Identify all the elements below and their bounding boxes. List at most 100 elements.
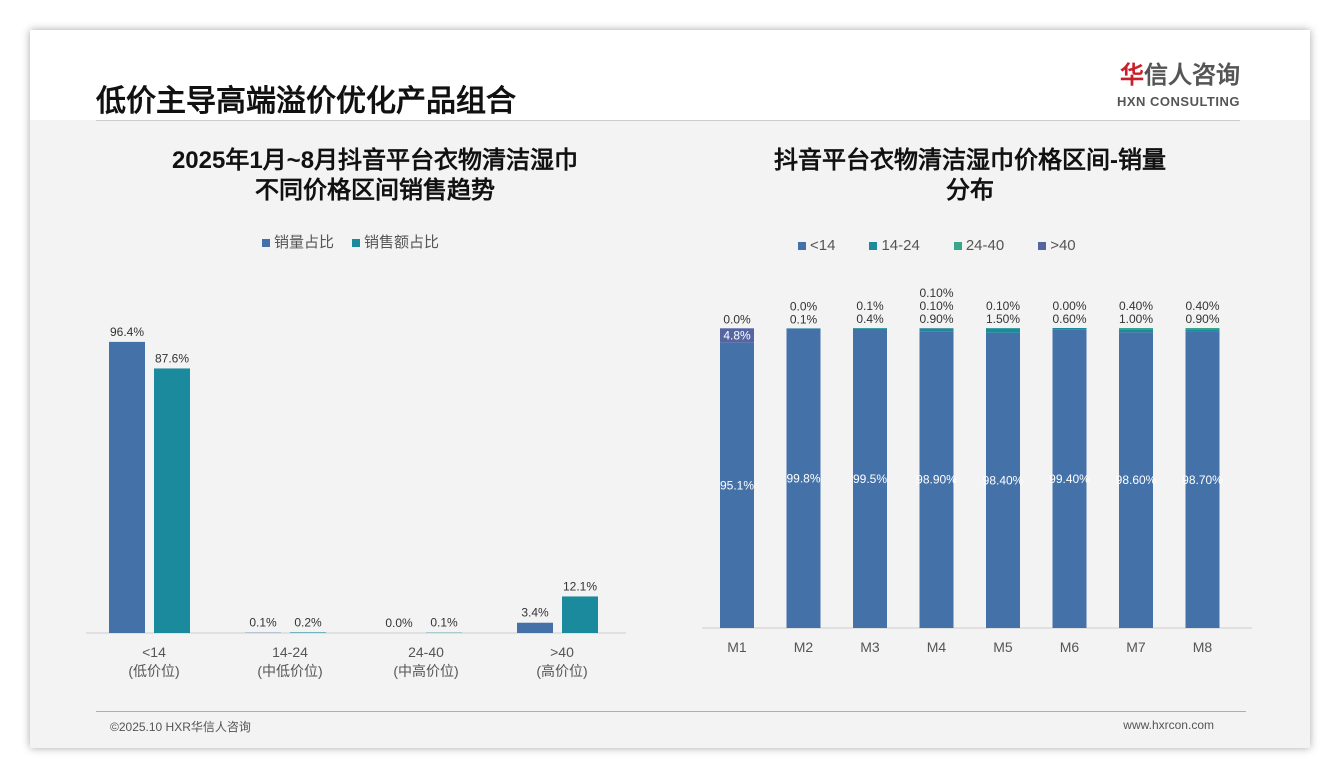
legend-swatch — [262, 239, 270, 248]
data-label: 0.10% — [986, 299, 1020, 313]
logo: 华信人咨询 — [1120, 62, 1240, 90]
legend-label: 14-24 — [881, 237, 920, 254]
left-chart-title: 2025年1月~8月抖音平台衣物清洁湿巾 不同价格区间销售趋势 — [90, 146, 660, 206]
data-label: 1.50% — [986, 312, 1020, 326]
data-label: 1.00% — [1119, 312, 1153, 326]
bar-销量占比 — [517, 622, 553, 633]
right-legend: <14 14-24 24-40 >40 — [798, 237, 1076, 255]
x-tick-sublabel: (中低价位) — [257, 663, 322, 679]
x-tick-sublabel: (高价位) — [536, 663, 587, 679]
bar-销量占比 — [109, 341, 145, 633]
data-label: 98.90% — [916, 473, 957, 487]
bar-销售额占比 — [290, 632, 326, 633]
data-label: 0.0% — [790, 299, 818, 313]
bar-segment-<14 — [986, 332, 1020, 628]
logo-en: HXN CONSULTING — [1116, 94, 1240, 109]
data-label: 98.60% — [1116, 473, 1157, 487]
x-tick-label: M1 — [727, 639, 747, 655]
left-chart-title-line2: 不同价格区间销售趋势 — [255, 177, 495, 204]
data-label: 87.6% — [155, 351, 189, 365]
x-tick-label: M6 — [1060, 639, 1080, 655]
data-label: 0.90% — [1185, 312, 1219, 326]
legend-label: 销量占比 — [274, 234, 335, 251]
legend-swatch — [1038, 242, 1047, 251]
data-label: 0.1% — [249, 616, 277, 630]
bar-segment-<14 — [1119, 332, 1153, 628]
legend-label: >40 — [1050, 237, 1076, 254]
data-label: 0.00% — [1052, 299, 1086, 313]
bar-segment-<14 — [786, 328, 821, 628]
data-label: 95.1% — [720, 478, 754, 492]
bar-segment-14-24 — [1185, 329, 1220, 332]
data-label: 0.90% — [919, 312, 953, 326]
data-label: 0.2% — [294, 615, 322, 629]
data-label: 99.40% — [1049, 472, 1090, 486]
bar-segment-24-40 — [1185, 328, 1220, 330]
right-chart-title-line1: 抖音平台衣物清洁湿巾价格区间-销量 — [774, 147, 1166, 174]
data-label: 0.0% — [385, 616, 413, 630]
right-chart-title: 抖音平台衣物清洁湿巾价格区间-销量 分布 — [700, 146, 1240, 206]
legend-label: <14 — [810, 237, 836, 254]
legend-swatch — [953, 242, 962, 251]
legend-item: 14-24 — [869, 237, 920, 255]
right-chart-title-line2: 分布 — [946, 177, 994, 204]
bar-segment-14-24 — [919, 328, 954, 332]
data-label: 99.8% — [786, 471, 820, 485]
legend-swatch — [352, 239, 361, 248]
x-tick-label: M5 — [993, 639, 1013, 655]
legend-item: >40 — [1038, 237, 1076, 255]
data-label: 98.40% — [983, 473, 1024, 487]
bar-销售额占比 — [562, 596, 598, 633]
bar-segment-14-24 — [1052, 328, 1087, 330]
bar-segment-<14 — [1185, 331, 1220, 628]
legend-label: 销售额占比 — [364, 234, 440, 251]
footer-line — [96, 711, 1246, 712]
data-label: 0.1% — [430, 616, 458, 630]
left-legend: 销量占比 销售额占比 — [262, 234, 439, 252]
x-tick-label: 14-24 — [272, 644, 308, 660]
data-label: 3.4% — [521, 606, 549, 620]
data-label: 0.40% — [1119, 299, 1153, 313]
legend-label: 24-40 — [965, 237, 1005, 254]
bar-销售额占比 — [154, 368, 190, 633]
legend-item: 销量占比 — [262, 234, 334, 252]
data-label: 0.60% — [1052, 312, 1086, 326]
legend-item: 销售额占比 — [352, 234, 439, 252]
x-tick-label: M8 — [1193, 639, 1213, 655]
data-label: 96.4% — [110, 325, 144, 339]
legend-item: <14 — [798, 237, 835, 255]
data-label: 12.1% — [563, 579, 597, 593]
logo-text: 信人咨询 — [1144, 62, 1240, 89]
slide: 低价主导高端溢价优化产品组合 华信人咨询 HXN CONSULTING 2025… — [30, 30, 1310, 748]
data-label: 0.1% — [790, 312, 818, 326]
charts-svg: 96.4% 87.6% <14 (低价位) 0.1% 0.2% 14-24 (中低价位) 0.0… — [86, 286, 1252, 679]
divider — [96, 120, 1240, 121]
bar-segment-24-40 — [1119, 328, 1153, 330]
data-label: 0.10% — [919, 286, 953, 300]
bar-segment-<14 — [1052, 329, 1087, 628]
data-label: 0.10% — [919, 299, 953, 313]
legend-item: 24-40 — [953, 237, 1005, 255]
x-tick-sublabel: (低价位) — [128, 663, 179, 679]
data-label: 0.0% — [723, 312, 751, 326]
data-label: 99.5% — [853, 472, 887, 486]
x-tick-label: M4 — [927, 639, 947, 655]
x-tick-label: >40 — [550, 644, 574, 660]
footer-url: www.hxrcon.com — [1123, 718, 1214, 732]
bar-segment-<14 — [720, 342, 754, 628]
bar-segment-14-24 — [1119, 329, 1153, 333]
x-tick-label: M2 — [794, 639, 814, 655]
data-label: 0.4% — [856, 312, 884, 326]
legend-swatch — [798, 242, 806, 251]
logo-mark: 华 — [1120, 62, 1144, 89]
bar-segment-14-24 — [853, 328, 887, 330]
data-label: 0.1% — [856, 299, 884, 313]
header-band — [30, 30, 1310, 120]
x-tick-label: M3 — [860, 639, 880, 655]
bar-segment-<14 — [919, 331, 954, 628]
data-label: 0.40% — [1185, 299, 1219, 313]
page-title: 低价主导高端溢价优化产品组合 — [96, 85, 516, 118]
x-tick-label: 24-40 — [408, 644, 444, 660]
data-label: 4.8% — [723, 329, 751, 343]
x-tick-sublabel: (中高价位) — [393, 663, 458, 679]
